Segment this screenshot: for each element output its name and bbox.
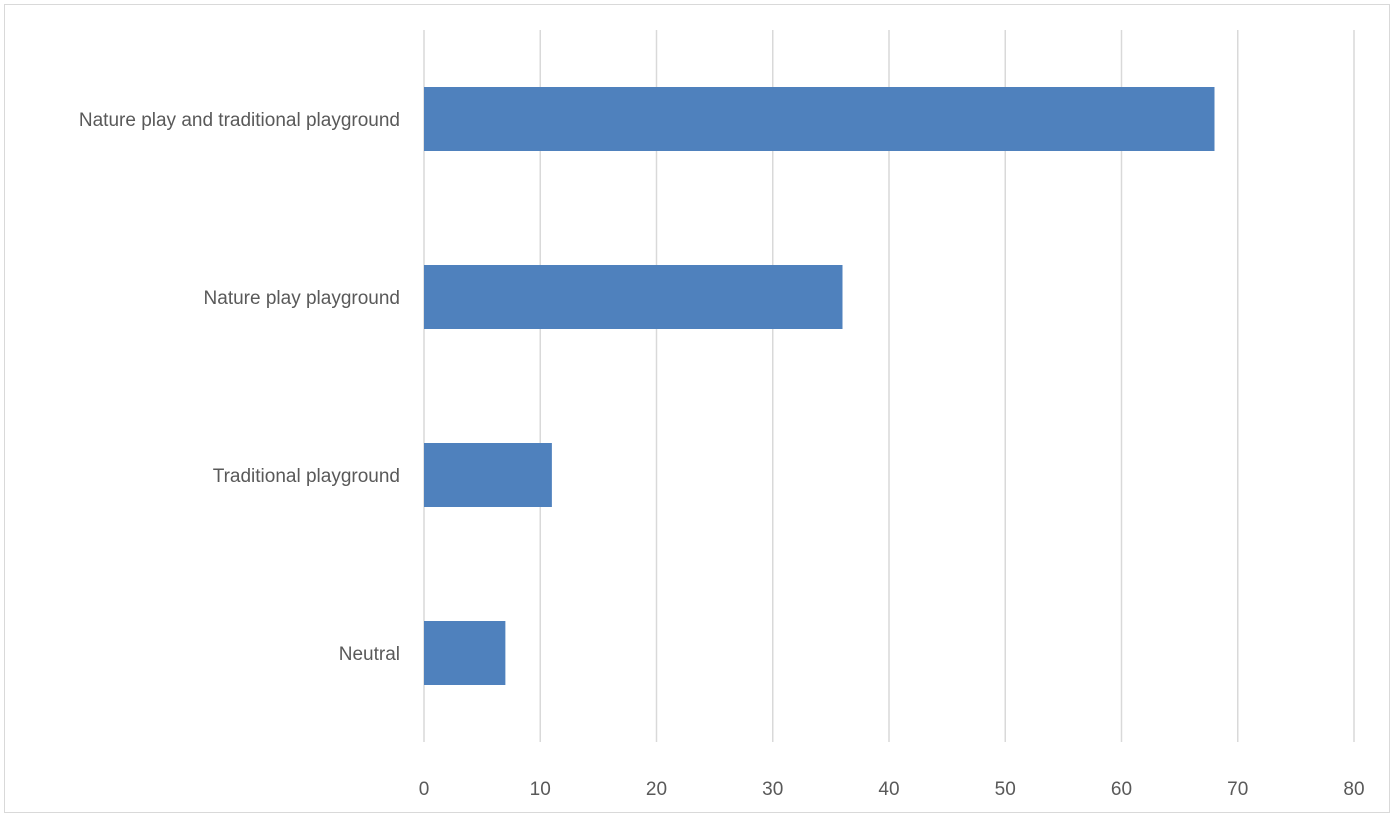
- bar-0: [424, 87, 1215, 151]
- x-tick-label-60: 60: [1111, 779, 1132, 800]
- category-label-2: Traditional playground: [213, 466, 400, 487]
- category-label-3: Neutral: [339, 644, 400, 665]
- x-tick-label-70: 70: [1227, 779, 1248, 800]
- category-label-0: Nature play and traditional playground: [79, 110, 400, 131]
- x-tick-label-10: 10: [530, 779, 551, 800]
- x-tick-label-80: 80: [1343, 779, 1364, 800]
- bar-1: [424, 265, 843, 329]
- x-tick-label-0: 0: [419, 779, 430, 800]
- x-tick-label-50: 50: [995, 779, 1016, 800]
- bars: [424, 87, 1215, 685]
- category-labels: Nature play and traditional playground Na…: [79, 110, 400, 665]
- x-tick-label-30: 30: [762, 779, 783, 800]
- x-axis-tick-labels: 0 10 20 30 40 50 60 70 80: [419, 779, 1365, 800]
- bar-2: [424, 443, 552, 507]
- bar-3: [424, 621, 506, 685]
- x-tick-label-20: 20: [646, 779, 667, 800]
- x-tick-label-40: 40: [878, 779, 899, 800]
- category-label-1: Nature play playground: [204, 288, 400, 309]
